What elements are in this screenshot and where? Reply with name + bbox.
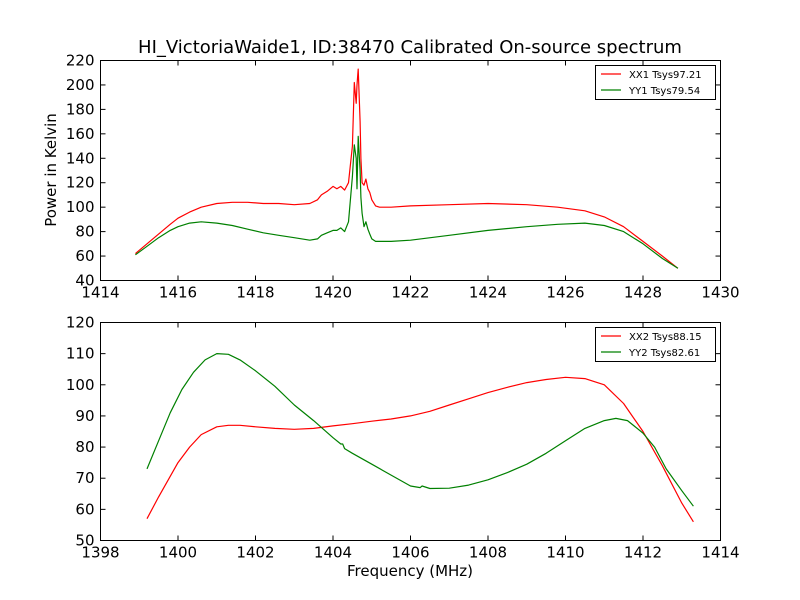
figure-title: HI_VictoriaWaide1, ID:38470 Calibrated O… xyxy=(138,37,682,58)
top-x-tick-label: 1418 xyxy=(236,284,274,302)
top-x-tick-label: 1426 xyxy=(546,284,584,302)
bottom-x-tick-label: 1410 xyxy=(546,544,584,562)
top-x-tick-label: 1414 xyxy=(81,284,119,302)
bottom-x-tick-label: 1404 xyxy=(314,544,352,562)
bottom-plot-series xyxy=(146,353,694,523)
bottom-y-tick-label: 50 xyxy=(75,532,94,550)
bottom-legend: XX2 Tsys88.15 YY2 Tsys82.61 xyxy=(595,327,716,362)
bottom-x-tick-label: 1400 xyxy=(159,544,197,562)
bottom-plot-ticks: 1398 1400 1402 1404 1406 1408 1410 1412 1414 50 60… xyxy=(66,314,740,562)
bottom-y-tick-label: 90 xyxy=(75,407,94,425)
bottom-y-tick-label: 60 xyxy=(75,500,94,518)
top-y-tick-label: 140 xyxy=(66,149,95,167)
top-series-line-xx xyxy=(135,68,679,269)
top-legend: XX1 Tsys97.21 YY1 Tsys79.54 xyxy=(595,65,716,100)
bottom-series-line-yy xyxy=(146,353,694,507)
bottom-y-tick-label: 100 xyxy=(66,376,95,394)
top-x-tick-label: 1422 xyxy=(391,284,429,302)
top-y-tick-label: 40 xyxy=(75,272,94,290)
top-series-line-yy xyxy=(135,135,679,269)
bottom-x-tick-label: 1402 xyxy=(236,544,274,562)
top-y-tick-label: 220 xyxy=(66,52,95,70)
top-y-tick-label: 200 xyxy=(66,76,95,94)
bottom-series-line-xx xyxy=(146,376,694,523)
bottom-x-tick-label: 1398 xyxy=(81,544,119,562)
bottom-y-tick-label: 80 xyxy=(75,438,94,456)
top-y-tick-label: 120 xyxy=(66,174,95,192)
bottom-plot-frame xyxy=(100,322,721,541)
top-y-tick-label: 160 xyxy=(66,125,95,143)
bottom-x-tick-label: 1414 xyxy=(701,544,739,562)
top-x-tick-label: 1420 xyxy=(314,284,352,302)
top-y-tick-label: 60 xyxy=(75,247,94,265)
top-plot: 1414 1416 1418 1420 1422 1424 1426 1428 1430 40 60… xyxy=(42,52,740,302)
top-legend-label-xx1: XX1 Tsys97.21 xyxy=(629,70,702,81)
top-y-tick-label: 80 xyxy=(75,223,94,241)
bottom-y-tick-label: 110 xyxy=(66,345,95,363)
bottom-plot: 1398 1400 1402 1404 1406 1408 1410 1412 1414 50 60… xyxy=(66,314,740,581)
top-x-tick-label: 1416 xyxy=(159,284,197,302)
bottom-legend-box xyxy=(595,327,716,362)
top-plot-ylabel: Power in Kelvin xyxy=(42,113,60,227)
bottom-legend-label-yy2: YY2 Tsys82.61 xyxy=(628,348,700,359)
top-plot-ticks: 1414 1416 1418 1420 1422 1424 1426 1428 1430 40 60… xyxy=(66,52,740,302)
top-y-tick-label: 180 xyxy=(66,100,95,118)
top-legend-box xyxy=(595,65,716,100)
bottom-y-tick-label: 70 xyxy=(75,469,94,487)
bottom-x-tick-label: 1406 xyxy=(391,544,429,562)
top-x-tick-label: 1430 xyxy=(701,284,739,302)
top-y-tick-label: 100 xyxy=(66,198,95,216)
bottom-x-tick-label: 1408 xyxy=(469,544,507,562)
bottom-legend-label-xx2: XX2 Tsys88.15 xyxy=(629,332,702,343)
top-plot-series xyxy=(135,68,679,269)
bottom-x-tick-label: 1412 xyxy=(624,544,662,562)
top-plot-frame xyxy=(100,60,721,281)
top-legend-label-yy1: YY1 Tsys79.54 xyxy=(628,86,700,97)
bottom-y-tick-label: 120 xyxy=(66,314,95,332)
bottom-plot-xlabel: Frequency (MHz) xyxy=(347,562,473,580)
top-x-tick-label: 1424 xyxy=(469,284,507,302)
top-x-tick-label: 1428 xyxy=(624,284,662,302)
